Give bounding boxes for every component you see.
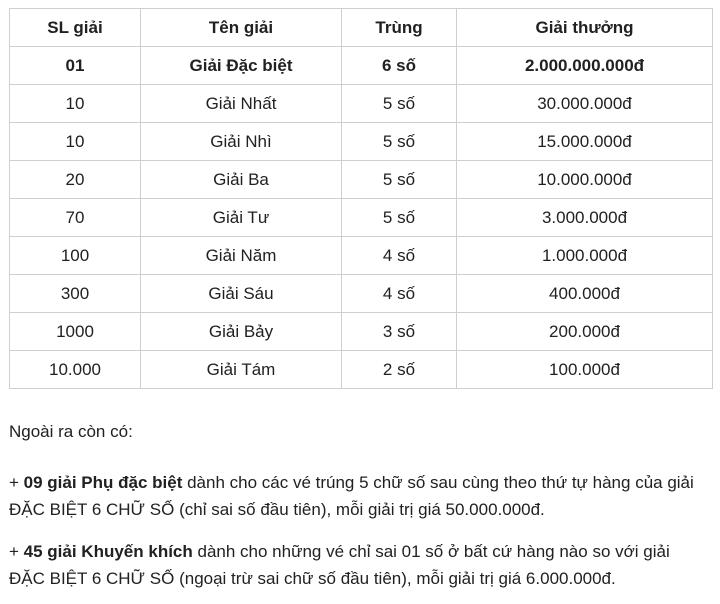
header-ten-giai: Tên giải (140, 8, 342, 47)
cell-prize-name: Giải Tám (140, 350, 342, 389)
cell-match: 5 số (341, 84, 457, 123)
cell-match: 6 số (341, 46, 457, 85)
note-body-text: dành cho các vé trúng 5 chữ số sau cùng … (9, 473, 694, 519)
cell-qty: 10 (9, 122, 141, 161)
cell-qty: 1000 (9, 312, 141, 351)
header-trung: Trùng (341, 8, 457, 47)
cell-prize-name: Giải Nhất (140, 84, 342, 123)
cell-qty: 20 (9, 160, 141, 199)
cell-amount: 10.000.000đ (456, 160, 713, 199)
notes-intro: Ngoài ra còn có: (9, 422, 133, 441)
cell-match: 5 số (341, 122, 457, 161)
table-row-dac-biet: 01 Giải Đặc biệt 6 số 2.000.000.000đ (9, 46, 713, 85)
header-giai-thuong: Giải thưởng (456, 8, 713, 47)
cell-prize-name: Giải Tư (140, 198, 342, 237)
cell-amount: 1.000.000đ (456, 236, 713, 275)
table-row-tu: 70 Giải Tư 5 số 3.000.000đ (9, 198, 713, 237)
cell-prize-name: Giải Năm (140, 236, 342, 275)
cell-prize-name: Giải Đặc biệt (140, 46, 342, 85)
table-row-nhat: 10 Giải Nhất 5 số 30.000.000đ (9, 84, 713, 123)
table-row-sau: 300 Giải Sáu 4 số 400.000đ (9, 274, 713, 313)
cell-amount: 200.000đ (456, 312, 713, 351)
note-prefix: + (9, 542, 24, 561)
cell-prize-name: Giải Nhì (140, 122, 342, 161)
note-phu-dac-biet: + 09 giải Phụ đặc biệt dành cho các vé t… (9, 469, 704, 523)
cell-amount: 2.000.000.000đ (456, 46, 713, 85)
header-sl-giai: SL giải (9, 8, 141, 47)
cell-match: 5 số (341, 160, 457, 199)
note-body-text: dành cho những vé chỉ sai 01 số ở bất cứ… (9, 542, 670, 588)
cell-qty: 100 (9, 236, 141, 275)
cell-qty: 300 (9, 274, 141, 313)
cell-qty: 01 (9, 46, 141, 85)
cell-match: 3 số (341, 312, 457, 351)
note-bold-lead: 45 giải Khuyến khích (23, 542, 193, 561)
cell-qty: 10 (9, 84, 141, 123)
table-row-bay: 1000 Giải Bảy 3 số 200.000đ (9, 312, 713, 351)
table-row-tam: 10.000 Giải Tám 2 số 100.000đ (9, 350, 713, 389)
cell-match: 5 số (341, 198, 457, 237)
note-bold-lead: 09 giải Phụ đặc biệt (23, 473, 183, 492)
table-row-ba: 20 Giải Ba 5 số 10.000.000đ (9, 160, 713, 199)
cell-prize-name: Giải Ba (140, 160, 342, 199)
table-header-row: SL giải Tên giải Trùng Giải thưởng (9, 8, 713, 47)
table-row-nam: 100 Giải Năm 4 số 1.000.000đ (9, 236, 713, 275)
cell-amount: 15.000.000đ (456, 122, 713, 161)
cell-prize-name: Giải Sáu (140, 274, 342, 313)
note-prefix: + (9, 473, 24, 492)
table-row-nhi: 10 Giải Nhì 5 số 15.000.000đ (9, 122, 713, 161)
cell-qty: 10.000 (9, 350, 141, 389)
cell-match: 4 số (341, 236, 457, 275)
notes-section: Ngoài ra còn có: + 09 giải Phụ đặc biệt … (9, 418, 704, 592)
cell-prize-name: Giải Bảy (140, 312, 342, 351)
cell-amount: 100.000đ (456, 350, 713, 389)
note-khuyen-khich: + 45 giải Khuyến khích dành cho những vé… (9, 538, 704, 592)
prize-table: SL giải Tên giải Trùng Giải thưởng 01 Gi… (9, 8, 713, 389)
cell-match: 4 số (341, 274, 457, 313)
cell-amount: 3.000.000đ (456, 198, 713, 237)
cell-amount: 400.000đ (456, 274, 713, 313)
cell-match: 2 số (341, 350, 457, 389)
cell-amount: 30.000.000đ (456, 84, 713, 123)
cell-qty: 70 (9, 198, 141, 237)
